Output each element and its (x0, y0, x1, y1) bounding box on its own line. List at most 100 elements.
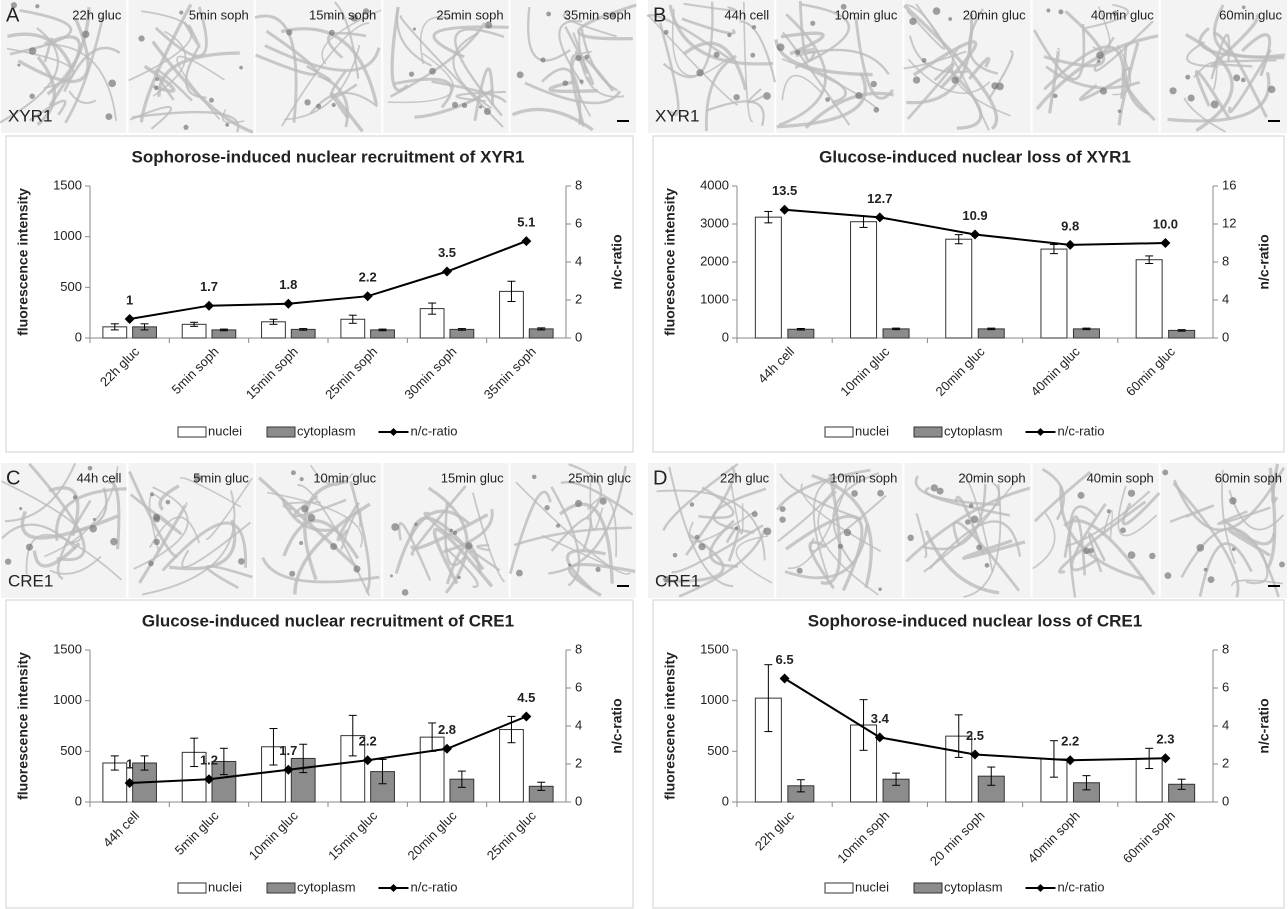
hypha (266, 491, 363, 548)
bar (1135, 259, 1163, 339)
legend-swatch (824, 882, 854, 894)
hypha (683, 2, 737, 12)
nucleus-spot (810, 20, 816, 26)
hypha (5, 462, 77, 523)
hypha (442, 508, 494, 554)
nucleus-spot (555, 523, 561, 528)
hypha (7, 32, 73, 69)
error-bar (1082, 327, 1091, 331)
nucleus-spot (4, 558, 12, 565)
ratio-marker (204, 774, 214, 785)
ratio-label: 13.5 (772, 183, 797, 198)
error-bar (190, 737, 199, 768)
error-bar (219, 328, 228, 332)
hypha (309, 464, 354, 486)
bar (882, 328, 910, 339)
hypha (798, 0, 817, 62)
legend-marker (1036, 884, 1045, 892)
nucleus-spot (17, 63, 21, 67)
hypha (568, 463, 603, 519)
y-tick-label: 1000 (700, 291, 729, 306)
image-label: 25min gluc (568, 470, 631, 485)
bar (1040, 248, 1068, 339)
error-bar (140, 323, 149, 331)
legend-swatch (824, 426, 854, 438)
error-bar (428, 302, 437, 315)
nucleus-spot (907, 534, 914, 542)
ratio-marker (1065, 239, 1076, 250)
ratio-marker (1160, 753, 1171, 764)
hypha (64, 16, 105, 124)
ratio-label: 2.3 (1156, 732, 1174, 747)
bar (977, 328, 1005, 339)
error-bar (507, 280, 516, 303)
panel-label: D (653, 467, 667, 489)
nucleus-spot (968, 503, 974, 508)
bar (1040, 758, 1068, 803)
nucleus-spot (544, 505, 550, 511)
nucleus-spot (165, 499, 171, 505)
nucleus-spot (389, 574, 393, 578)
nucleus-spot (179, 10, 184, 15)
hypha (1085, 3, 1130, 30)
hypha (951, 44, 1011, 117)
hypha (326, 31, 367, 59)
legend-marker (389, 884, 398, 892)
hypha (781, 58, 879, 110)
hypha (787, 477, 850, 570)
image-label: 40min gluc (1091, 7, 1154, 22)
image-label: 15min gluc (441, 470, 504, 485)
nucleus-spot (331, 102, 336, 108)
hypha (1041, 468, 1065, 521)
nucleus-spot (579, 79, 584, 84)
hypha (1228, 49, 1272, 114)
ratio-label: 1.8 (279, 277, 297, 292)
hypha (1167, 71, 1271, 123)
image-label: 40min soph (1087, 470, 1154, 485)
nucleus-spot (457, 575, 461, 580)
nucleus-spot (1127, 551, 1136, 559)
legend-label: nuclei (208, 879, 242, 894)
hypha (409, 516, 485, 571)
y2-tick-label: 12 (1222, 215, 1236, 230)
legend-swatch (913, 426, 943, 438)
hypha (281, 22, 370, 127)
hypha (947, 67, 983, 130)
ratio-label: 5.1 (517, 215, 535, 230)
nucleus-spot (877, 489, 884, 497)
nucleus-spot (25, 543, 34, 551)
legend-swatch (266, 882, 296, 894)
hypha (1063, 515, 1087, 576)
hypha (513, 526, 632, 547)
nucleus-spot (779, 516, 786, 523)
y-tick-label: 1500 (700, 641, 729, 656)
hypha (564, 25, 595, 86)
nucleus-spot (1229, 497, 1237, 505)
bar (754, 216, 782, 339)
nucleus-spot (750, 52, 756, 58)
legend-label: n/c-ratio (1058, 879, 1105, 894)
hypha (47, 43, 118, 121)
y2-tick-label: 6 (575, 215, 582, 230)
ratio-label: 2.2 (359, 270, 377, 285)
nucleus-spot (1149, 552, 1156, 560)
hypha (785, 514, 864, 592)
nucleus-spot (238, 558, 245, 565)
nucleus-spot (663, 575, 670, 583)
hypha (1, 480, 83, 545)
ratio-label: 2.5 (966, 728, 984, 743)
panel-label: B (653, 4, 666, 26)
nucleus-spot (108, 79, 116, 88)
nucleus-spot (1083, 547, 1090, 555)
y-tick-label: 1500 (53, 641, 82, 656)
error-bar (140, 755, 149, 771)
hypha (1117, 485, 1158, 537)
nucleus-spot (984, 562, 990, 568)
nucleus-spot (1058, 9, 1064, 15)
hypha (128, 470, 178, 559)
y2-tick-label: 4 (575, 253, 582, 268)
chart-title: Sophorose-induced nuclear loss of CRE1 (808, 611, 1142, 630)
y-tick-label: 2000 (700, 253, 729, 268)
nucleus-spot (733, 94, 740, 101)
nucleus-spot (286, 29, 293, 36)
